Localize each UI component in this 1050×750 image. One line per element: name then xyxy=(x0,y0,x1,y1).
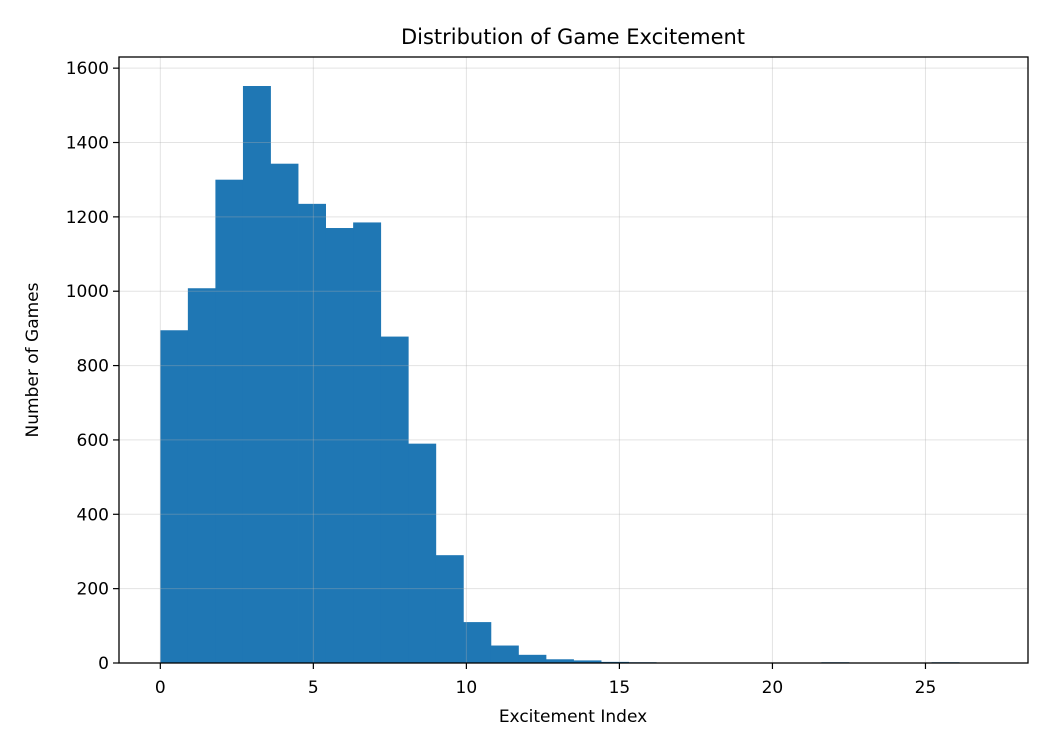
x-axis-ticks: 0 5 10 15 20 25 xyxy=(155,663,936,698)
y-axis-label: Number of Games xyxy=(23,282,43,437)
x-tick-label-2: 10 xyxy=(456,678,478,698)
histogram-bar-5 xyxy=(298,203,326,663)
histogram-bar-8 xyxy=(380,336,409,663)
y-axis-ticks: 0 200 400 600 800 1000 1200 1400 1600 xyxy=(66,59,119,674)
x-tick-label-3: 15 xyxy=(609,678,631,698)
histogram-bar-7 xyxy=(353,222,382,663)
histogram-bar-6 xyxy=(325,228,354,663)
histogram-bars xyxy=(160,86,988,663)
x-tick-label-5: 25 xyxy=(915,678,937,698)
x-tick-label-1: 5 xyxy=(308,678,319,698)
histogram-bar-11 xyxy=(463,622,492,663)
histogram-bar-15 xyxy=(573,660,602,663)
y-tick-label-7: 1400 xyxy=(66,134,109,154)
plot-frame xyxy=(118,56,1029,664)
x-tick-label-4: 20 xyxy=(762,678,784,698)
y-tick-label-4: 800 xyxy=(77,357,109,377)
y-tick-label-0: 0 xyxy=(98,654,109,674)
histogram-bar-0 xyxy=(160,330,189,663)
histogram-bar-4 xyxy=(270,163,299,663)
chart-title: Distribution of Game Excitement xyxy=(401,25,745,49)
y-tick-label-3: 600 xyxy=(77,431,109,451)
histogram-bar-9 xyxy=(408,443,437,663)
histogram-bar-1 xyxy=(187,288,216,663)
histogram-bar-12 xyxy=(490,645,519,663)
y-tick-label-2: 400 xyxy=(77,505,109,525)
y-tick-label-5: 1000 xyxy=(66,282,109,302)
y-tick-label-8: 1600 xyxy=(66,59,109,79)
histogram-bar-14 xyxy=(545,659,574,663)
histogram-bar-3 xyxy=(242,86,271,663)
x-axis-label: Excitement Index xyxy=(499,707,647,727)
x-tick-label-0: 0 xyxy=(155,678,166,698)
histogram-bar-10 xyxy=(435,555,464,663)
histogram-bar-13 xyxy=(518,654,547,663)
histogram-bar-2 xyxy=(215,179,244,663)
y-tick-label-1: 200 xyxy=(77,580,109,600)
y-tick-label-6: 1200 xyxy=(66,208,109,228)
